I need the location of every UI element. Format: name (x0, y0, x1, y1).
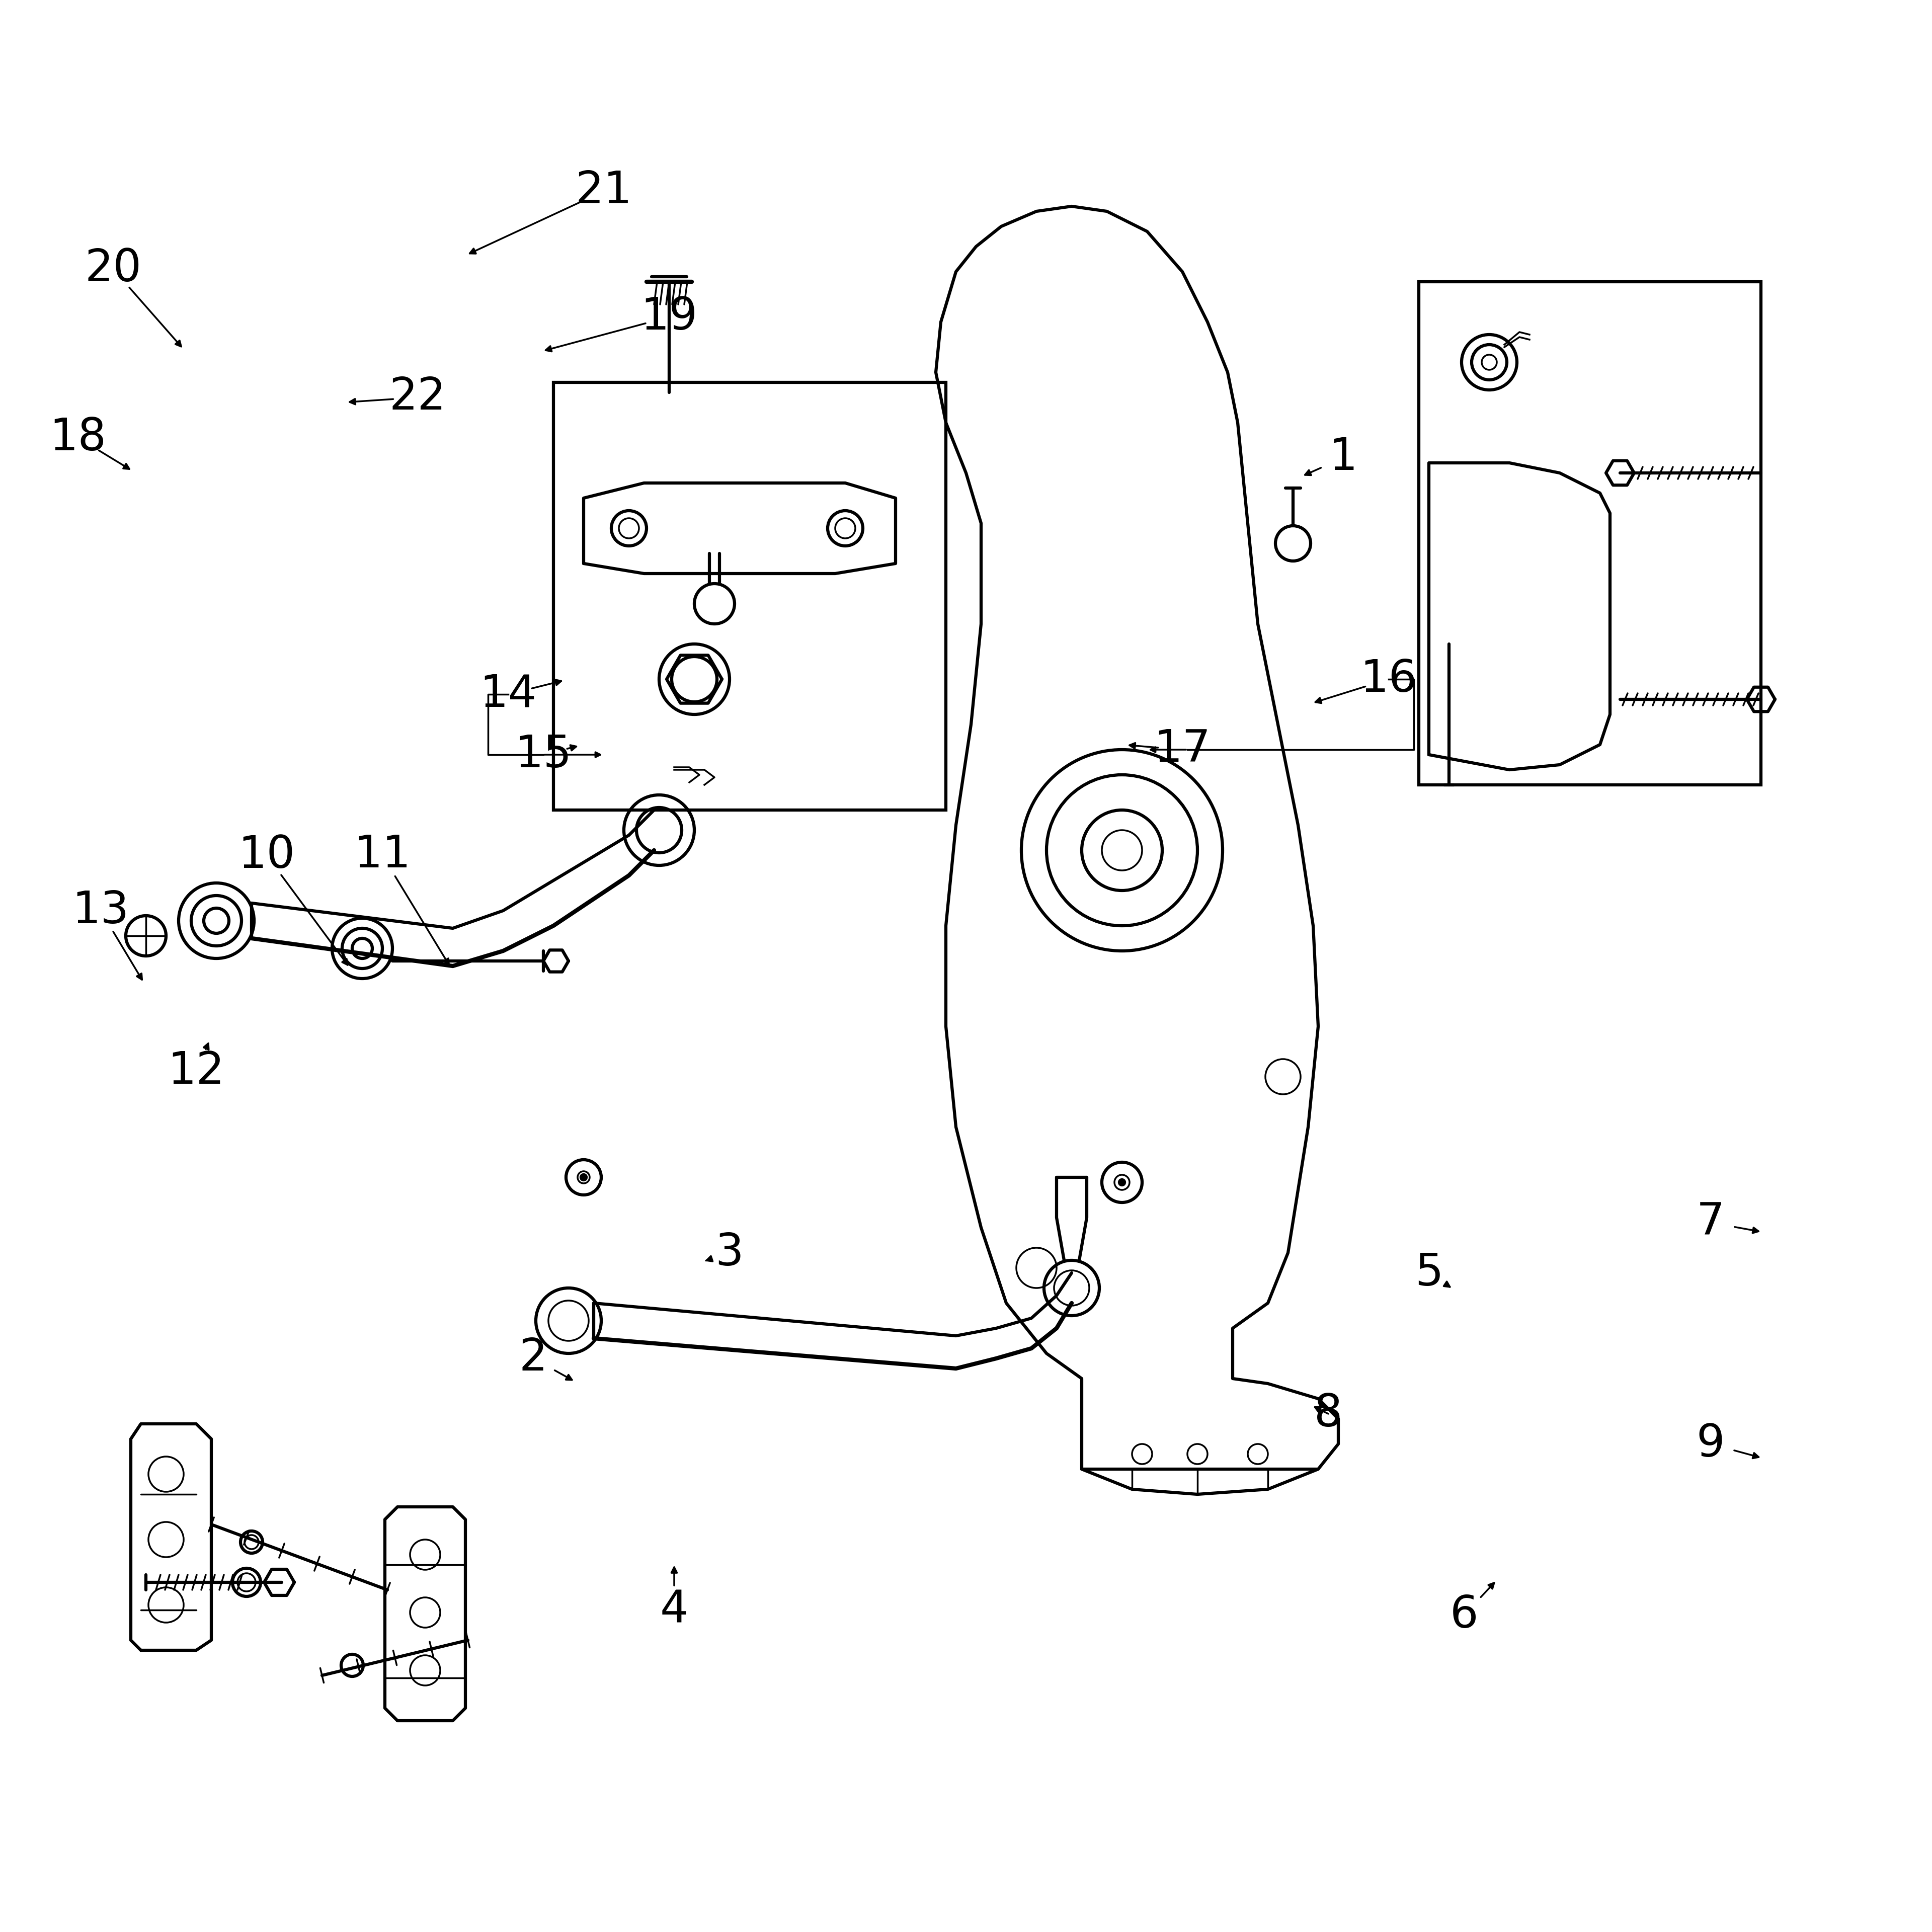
Text: 16: 16 (1360, 657, 1416, 701)
Text: 7: 7 (1696, 1200, 1725, 1244)
Text: 14: 14 (479, 672, 537, 717)
Text: 15: 15 (516, 732, 572, 777)
Text: 3: 3 (715, 1231, 744, 1275)
Text: 5: 5 (1414, 1252, 1443, 1294)
Text: 6: 6 (1449, 1594, 1478, 1636)
Text: 20: 20 (85, 247, 141, 292)
Circle shape (582, 1175, 585, 1180)
Text: 18: 18 (50, 415, 106, 460)
Text: 4: 4 (661, 1588, 688, 1633)
Text: 1: 1 (1329, 437, 1358, 479)
Text: 17: 17 (1153, 728, 1211, 771)
Bar (1418, 282, 1760, 784)
Text: 21: 21 (576, 170, 632, 213)
Text: 13: 13 (71, 889, 129, 933)
Text: 9: 9 (1696, 1422, 1725, 1466)
Text: 2: 2 (520, 1337, 547, 1379)
Text: 22: 22 (388, 375, 446, 419)
Circle shape (1119, 1180, 1124, 1184)
Text: 10: 10 (238, 833, 296, 877)
Text: 19: 19 (641, 296, 697, 338)
Text: 11: 11 (354, 833, 412, 877)
Text: 12: 12 (168, 1049, 224, 1094)
Bar (553, 383, 947, 810)
Text: 8: 8 (1314, 1391, 1343, 1435)
